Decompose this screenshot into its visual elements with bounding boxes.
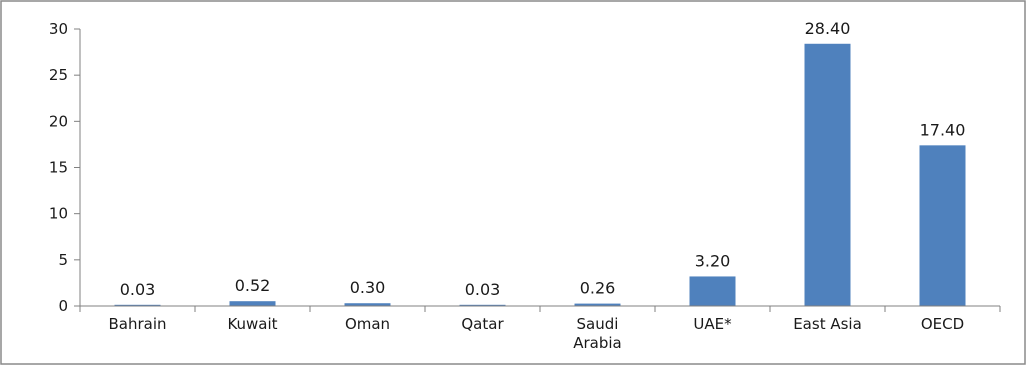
category-label: UAE* (693, 315, 732, 333)
category-label-line: Kuwait (227, 315, 277, 333)
category-label-line: Saudi (577, 315, 619, 333)
x-axis-labels: Bahrain Kuwait Oman Qatar Saudi Arabia UAE* Eas… (108, 315, 964, 352)
y-tick-label: 30 (49, 20, 68, 38)
y-tick-label: 15 (49, 159, 68, 177)
data-label: 28.40 (805, 19, 851, 38)
data-label: 0.30 (350, 278, 386, 297)
category-label-line: Bahrain (108, 315, 166, 333)
bar (114, 304, 161, 306)
y-tick-label: 10 (49, 205, 68, 223)
category-label-line: East Asia (793, 315, 862, 333)
category-label: Qatar (461, 315, 504, 333)
data-label: 0.03 (120, 280, 156, 299)
bars (114, 43, 966, 306)
category-label-line: OECD (921, 315, 964, 333)
bar (804, 43, 851, 306)
data-labels: 0.03 0.52 0.30 0.03 0.26 3.20 28.40 17.40 (120, 19, 966, 299)
category-label: Saudi Arabia (573, 315, 622, 352)
y-tick-label: 20 (49, 112, 68, 130)
data-label: 3.20 (695, 251, 731, 270)
y-axis-ticks: 0 5 10 15 20 25 30 (49, 20, 1001, 315)
category-label: OECD (921, 315, 964, 333)
bar (344, 303, 391, 306)
category-label-line: Arabia (573, 334, 622, 352)
bar (919, 145, 966, 306)
category-label-line: Oman (345, 315, 390, 333)
category-label: Kuwait (227, 315, 277, 333)
category-label-line: Qatar (461, 315, 504, 333)
category-label: Oman (345, 315, 390, 333)
category-label-line: UAE* (693, 315, 732, 333)
bar (689, 276, 736, 306)
data-label: 17.40 (920, 120, 966, 139)
bar (229, 301, 276, 306)
bar (574, 303, 621, 306)
y-tick-label: 25 (49, 66, 68, 84)
y-tick-label: 5 (58, 251, 68, 269)
category-label: East Asia (793, 315, 862, 333)
data-label: 0.26 (580, 279, 616, 298)
category-label: Bahrain (108, 315, 166, 333)
data-label: 0.03 (465, 280, 501, 299)
y-tick-label: 0 (58, 297, 68, 315)
data-label: 0.52 (235, 276, 271, 295)
bar (459, 304, 506, 306)
